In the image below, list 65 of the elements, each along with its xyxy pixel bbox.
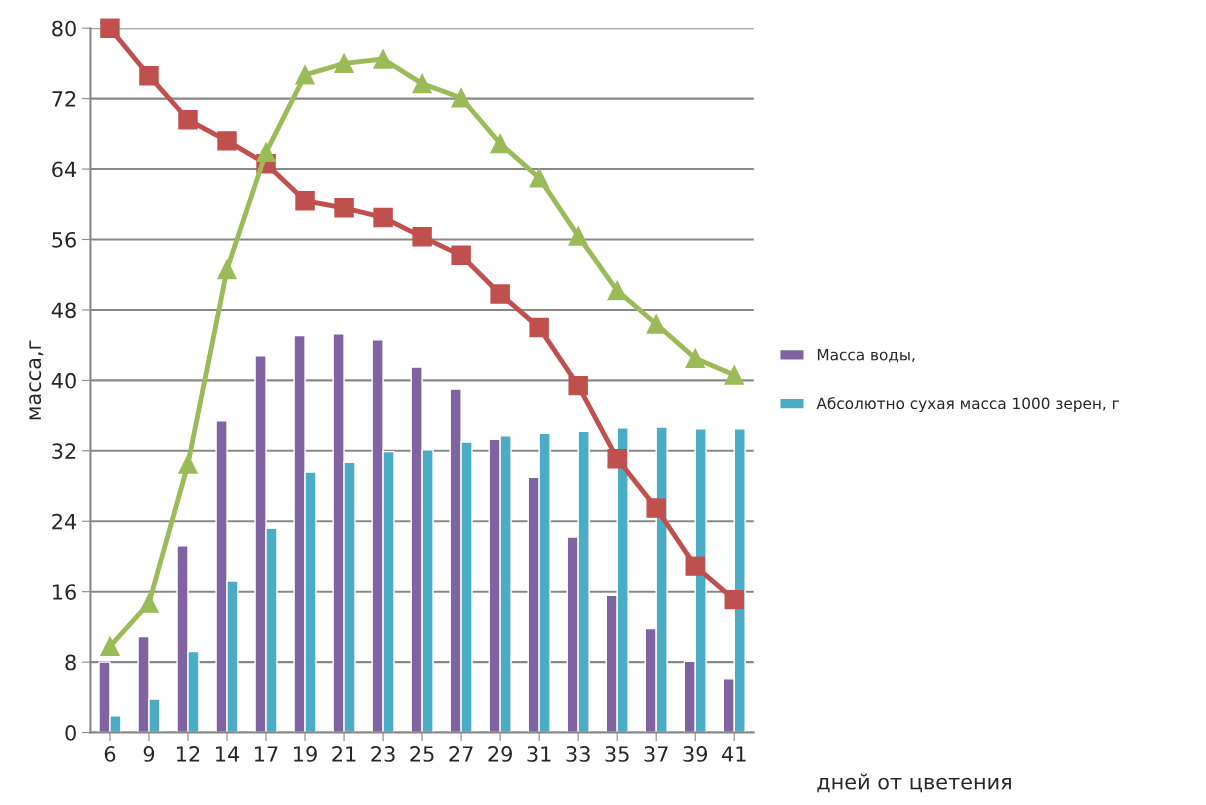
x-tick-label: 9 — [143, 746, 155, 762]
x-tick-label: 14 — [216, 746, 240, 762]
point — [724, 365, 744, 385]
point — [178, 110, 198, 130]
y-axis-title: масса,г — [29, 340, 44, 420]
y-tick-label: 56 — [52, 231, 76, 248]
y-tick-label: 64 — [52, 161, 77, 178]
point — [139, 593, 159, 613]
x-tick-label: 12 — [177, 746, 200, 762]
point — [490, 133, 510, 154]
point — [295, 65, 315, 85]
legend-label: Масса воды, — [817, 349, 915, 363]
y-tick-label: 16 — [53, 584, 76, 600]
y-tick-label: 0 — [65, 725, 76, 741]
point — [373, 207, 393, 228]
point — [607, 449, 627, 469]
point — [373, 49, 393, 69]
y-tick-label: 40 — [51, 372, 76, 389]
point — [100, 18, 120, 38]
x-tick-label: 6 — [104, 746, 116, 762]
point — [295, 191, 315, 211]
legend-label: Абсолютно сухая масса 1000 зерен, г — [816, 397, 1119, 413]
x-tick-label: 39 — [683, 746, 708, 762]
point — [646, 498, 666, 518]
y-tick-label: 48 — [51, 302, 76, 319]
point — [490, 284, 510, 304]
x-tick-label: 41 — [722, 746, 746, 762]
point — [685, 556, 705, 576]
point — [529, 317, 549, 338]
y-tick-label: 72 — [52, 91, 76, 107]
x-tick-label: 17 — [255, 746, 278, 762]
x-tick-label: 23 — [371, 746, 395, 762]
point — [685, 348, 705, 369]
point — [451, 245, 471, 266]
x-tick-label: 25 — [410, 746, 434, 762]
point — [217, 131, 237, 151]
point — [217, 259, 237, 280]
point — [529, 168, 549, 188]
x-tick-label: 19 — [294, 746, 317, 762]
x-tick-label: 21 — [332, 746, 356, 762]
y-tick-label: 8 — [65, 654, 76, 671]
x-tick-label: 29 — [488, 746, 512, 762]
y-tick-label: 24 — [52, 513, 77, 530]
y-tick-label: 80 — [52, 20, 76, 37]
y-tick-label: 32 — [52, 443, 76, 460]
point — [412, 73, 432, 94]
x-axis-title: дней от цветения — [817, 773, 1011, 793]
point — [139, 65, 159, 86]
point — [412, 227, 432, 247]
point — [256, 142, 276, 163]
point — [334, 53, 354, 74]
point — [100, 636, 120, 656]
point — [646, 314, 666, 334]
point — [568, 226, 588, 246]
point — [334, 198, 354, 218]
x-tick-label: 33 — [566, 746, 590, 762]
x-tick-label: 31 — [527, 746, 551, 762]
point — [451, 88, 471, 108]
point — [178, 454, 198, 474]
x-tick-label: 37 — [644, 746, 668, 762]
point — [607, 280, 627, 301]
point — [724, 589, 744, 610]
point — [568, 375, 588, 396]
x-tick-label: 35 — [605, 746, 629, 762]
x-tick-label: 27 — [449, 746, 473, 762]
